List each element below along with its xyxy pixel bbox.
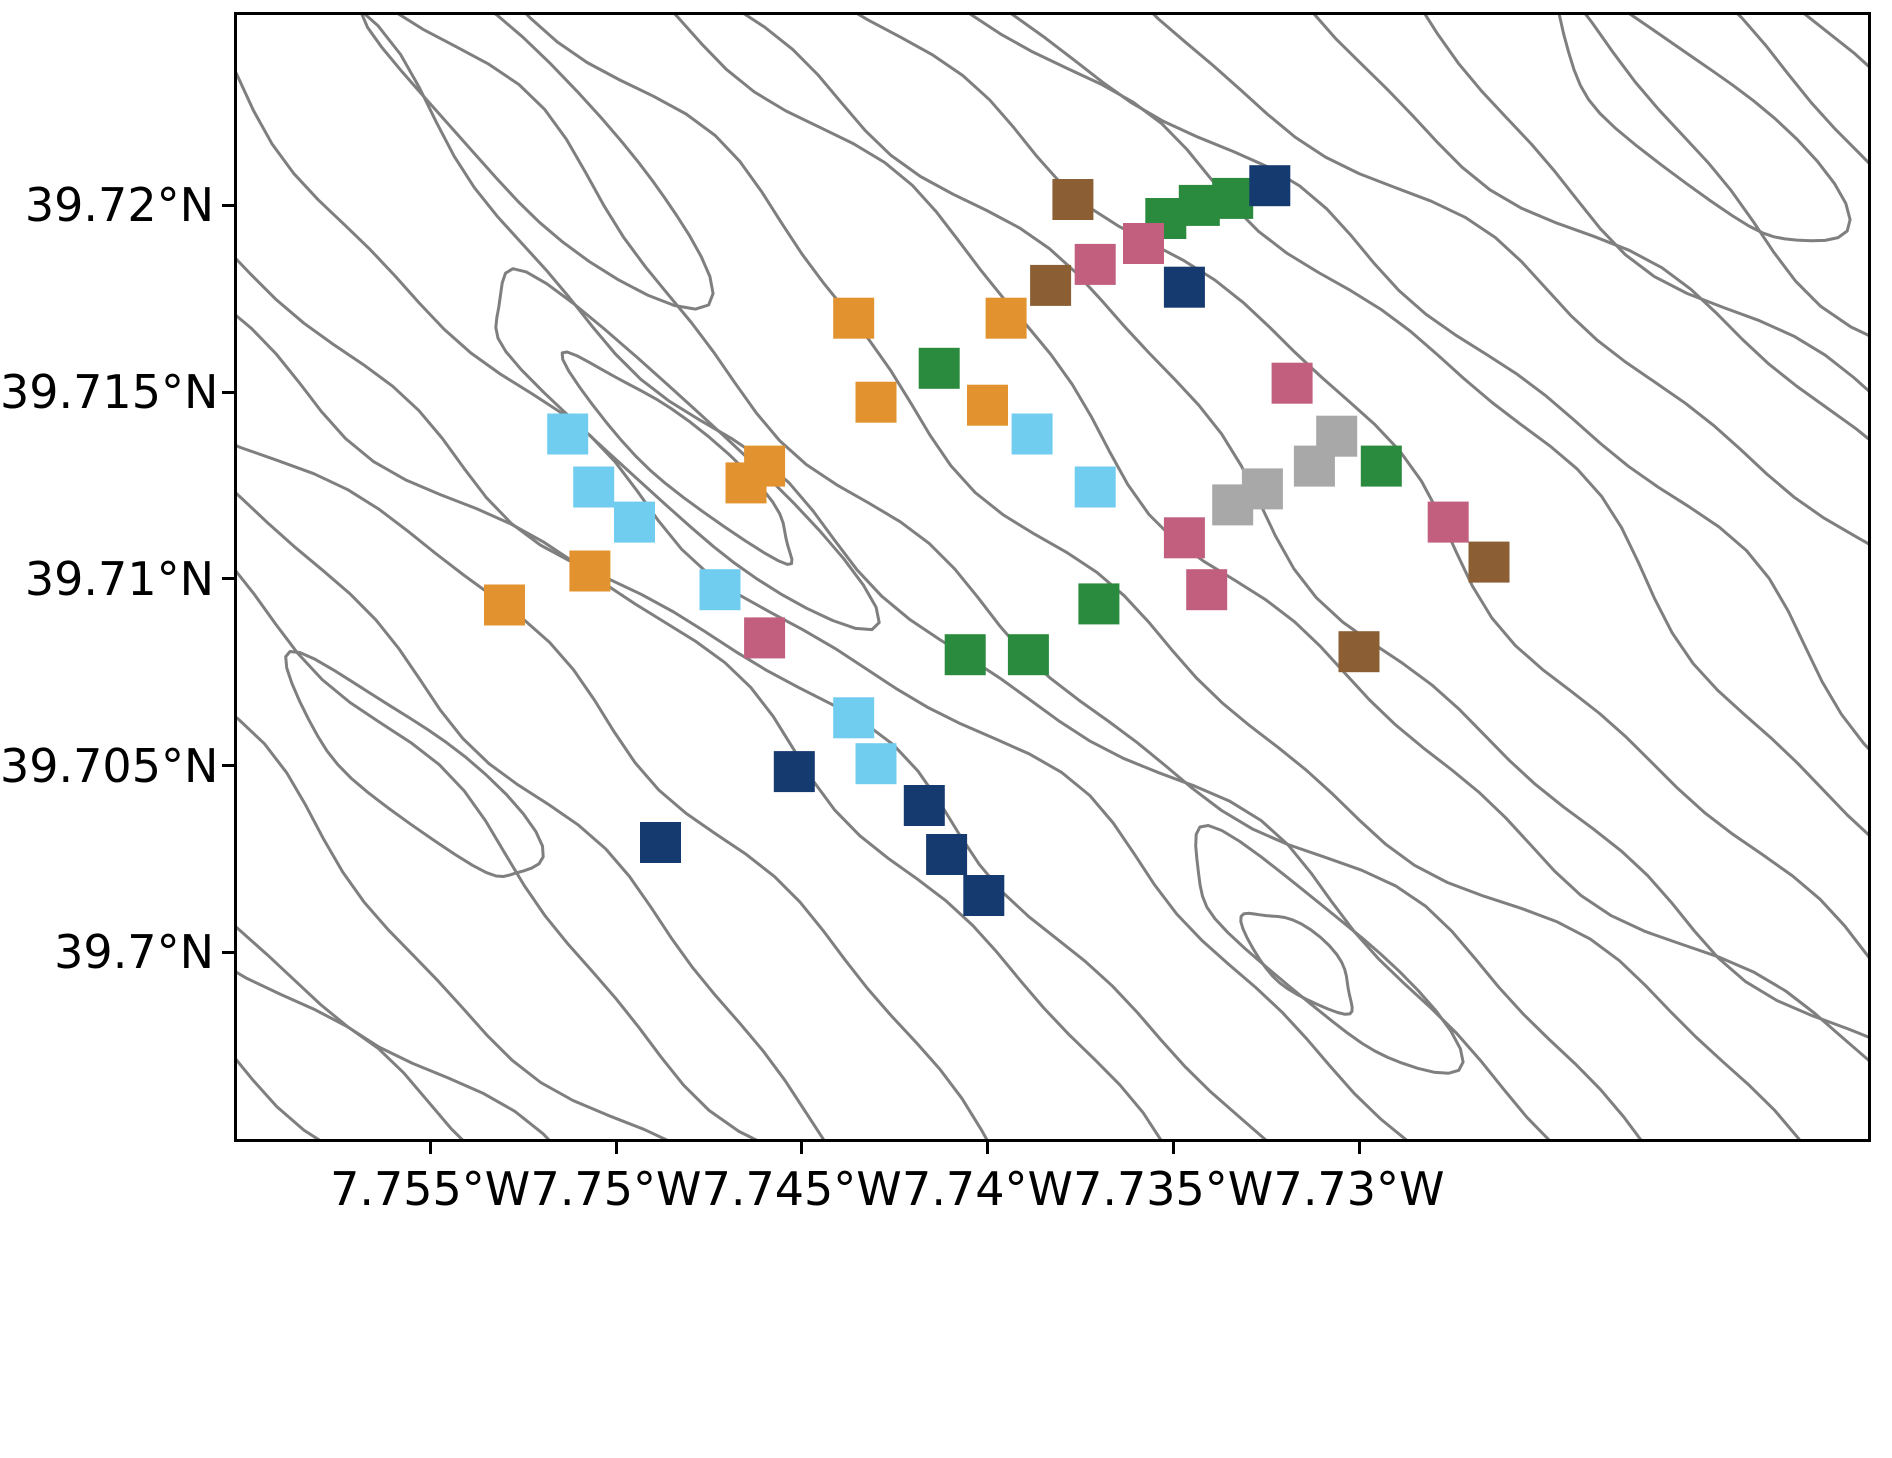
contour-line <box>1010 15 1868 751</box>
contour-line <box>1803 15 1868 68</box>
marker-dark-blue <box>640 822 681 863</box>
marker-orange <box>833 297 875 339</box>
marker-gray <box>1212 484 1254 526</box>
contour-line <box>237 444 989 1139</box>
marker-brown <box>1030 264 1072 306</box>
marker-light-blue <box>614 501 655 543</box>
y-tick-label: 39.7°N <box>54 925 214 980</box>
contour-line <box>968 15 1868 837</box>
y-tick-mark <box>222 203 234 207</box>
marker-light-blue <box>1011 413 1053 455</box>
contour-loop <box>284 650 545 878</box>
contour-map-canvas <box>237 15 1868 1139</box>
markers-layer <box>484 165 1510 916</box>
y-tick-mark <box>222 764 234 768</box>
plot-area <box>234 12 1871 1142</box>
marker-rose <box>1427 501 1469 543</box>
marker-green <box>1360 445 1402 487</box>
marker-green <box>944 634 986 676</box>
marker-rose <box>1074 243 1116 285</box>
contour-line <box>363 15 1551 1139</box>
contour-line <box>237 492 825 1139</box>
y-tick-mark <box>222 950 234 954</box>
contour-line <box>237 716 669 1139</box>
contour-line <box>1152 15 1868 546</box>
marker-orange <box>569 550 611 592</box>
contour-line <box>237 353 1406 1139</box>
y-tick-label: 39.71°N <box>24 551 214 606</box>
marker-light-blue <box>1074 466 1116 508</box>
marker-light-blue <box>573 466 615 508</box>
y-tick-mark <box>222 390 234 394</box>
marker-dark-blue <box>963 875 1005 916</box>
marker-green <box>1212 177 1254 219</box>
contour-loop <box>360 15 715 311</box>
contour-line <box>1312 15 1868 441</box>
x-tick-label: 7.73°W <box>1273 1162 1445 1216</box>
marker-dark-blue <box>773 751 815 793</box>
contour-line <box>1736 15 1868 165</box>
y-tick-label: 39.705°N <box>0 738 219 793</box>
x-tick-mark <box>1171 1142 1175 1154</box>
x-tick-mark <box>1357 1142 1361 1154</box>
contour-line <box>743 15 1868 1039</box>
x-tick-mark <box>800 1142 804 1154</box>
x-tick-mark <box>986 1142 989 1154</box>
contour-line <box>397 15 1643 1139</box>
marker-orange <box>967 384 1008 426</box>
contour-line <box>1423 15 1868 393</box>
marker-rose <box>1123 223 1164 264</box>
x-tick-label: 7.755°W <box>330 1162 531 1216</box>
marker-orange <box>725 462 767 504</box>
marker-dark-blue <box>926 834 968 875</box>
y-tick-mark <box>222 577 234 581</box>
marker-rose <box>1186 569 1228 611</box>
marker-brown <box>1338 631 1380 673</box>
contour-line <box>237 570 758 1139</box>
marker-gray <box>1293 445 1335 487</box>
contour-line <box>856 15 1868 959</box>
contour-loop <box>494 267 881 632</box>
marker-light-blue <box>833 697 875 739</box>
marker-dark-blue <box>1249 165 1291 207</box>
marker-brown <box>1052 179 1094 220</box>
x-tick-label: 7.74°W <box>902 1162 1073 1216</box>
marker-dark-blue <box>1163 266 1205 308</box>
marker-orange <box>855 381 897 423</box>
contour-line <box>673 15 1868 1062</box>
contour-line <box>525 15 1801 1139</box>
contour-loop <box>1557 15 1852 243</box>
y-tick-label: 39.72°N <box>24 178 214 233</box>
contour-line <box>237 1058 321 1139</box>
marker-rose <box>1163 517 1205 559</box>
contour-line <box>1584 15 1868 337</box>
marker-orange <box>985 297 1027 339</box>
marker-dark-blue <box>903 785 945 826</box>
marker-light-blue <box>855 743 897 785</box>
contour-loop <box>1194 824 1465 1075</box>
y-tick-label: 39.715°N <box>0 365 219 420</box>
marker-orange <box>484 584 525 626</box>
x-tick-label: 7.75°W <box>530 1162 702 1216</box>
x-tick-mark <box>428 1142 432 1154</box>
contour-line <box>237 925 551 1139</box>
x-tick-label: 7.745°W <box>701 1162 902 1216</box>
contour-loop <box>1239 911 1354 1016</box>
marker-green <box>1078 583 1120 625</box>
x-tick-label: 7.735°W <box>1073 1162 1274 1216</box>
marker-green <box>1007 634 1049 676</box>
marker-brown <box>1468 541 1510 583</box>
marker-light-blue <box>699 569 741 611</box>
x-tick-mark <box>614 1142 618 1154</box>
marker-rose <box>744 617 786 659</box>
marker-green <box>918 347 960 389</box>
marker-rose <box>1271 362 1313 404</box>
contour-line <box>237 71 1408 1139</box>
marker-light-blue <box>547 413 589 455</box>
